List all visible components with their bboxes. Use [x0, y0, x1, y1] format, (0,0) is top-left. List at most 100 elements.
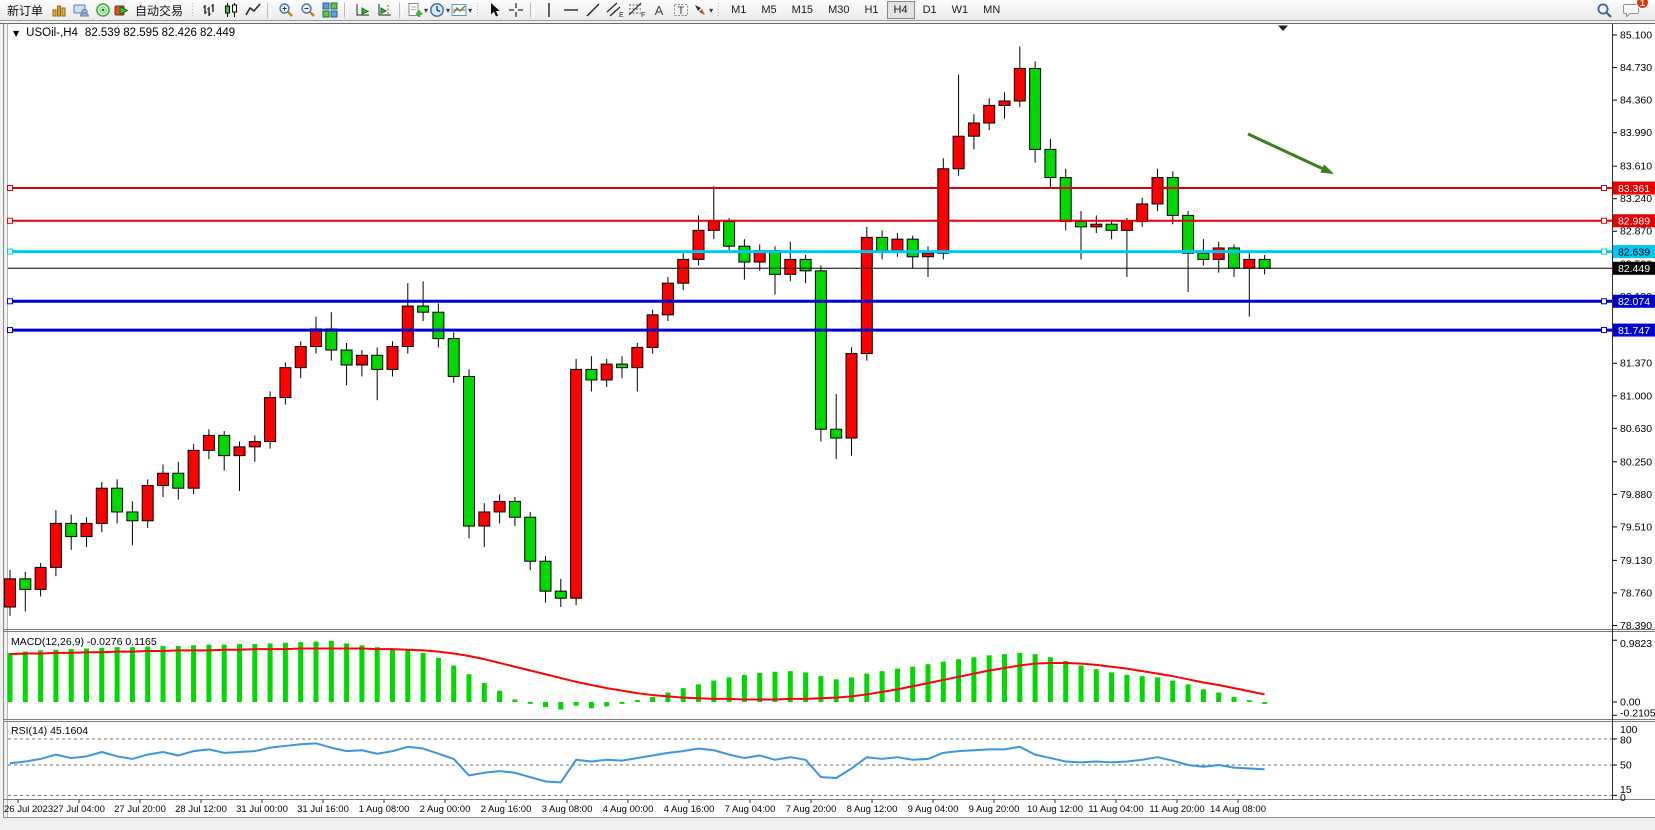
svg-text:80.630: 80.630 — [1620, 423, 1652, 435]
svg-text:82.449: 82.449 — [1618, 263, 1650, 275]
cursor-icon[interactable] — [483, 1, 504, 19]
text-letter: A — [654, 3, 663, 18]
chart-collapse-icon[interactable]: ▼ — [13, 28, 20, 38]
tab-timeframe-m5[interactable]: M5 — [761, 4, 777, 16]
chart-shift-icon[interactable] — [374, 1, 395, 19]
svg-text:81.747: 81.747 — [1618, 325, 1650, 337]
svg-text:14 Aug 08:00: 14 Aug 08:00 — [1210, 804, 1266, 815]
svg-text:3 Aug 08:00: 3 Aug 08:00 — [542, 804, 593, 815]
chart-title: ▼ USOil-,H4 82.539 82.595 82.426 82.449 — [13, 27, 235, 39]
toolbar-separator — [344, 2, 349, 18]
search-icon[interactable] — [1594, 1, 1615, 19]
svg-text:15: 15 — [1620, 784, 1632, 796]
bar-chart-icon[interactable] — [198, 1, 219, 19]
svg-text:4 Aug 16:00: 4 Aug 16:00 — [664, 804, 715, 815]
svg-text:83.240: 83.240 — [1620, 193, 1652, 205]
chart-background — [8, 24, 1655, 818]
svg-text:0: 0 — [1620, 792, 1626, 804]
tab-timeframe-w1[interactable]: W1 — [951, 4, 969, 16]
fibo-letter: F — [641, 12, 645, 18]
chart-shift-marker-icon[interactable] — [1278, 25, 1288, 32]
candlestick-chart-icon[interactable] — [220, 1, 241, 19]
autotrading-button[interactable]: 自动交易 — [114, 1, 187, 19]
label-letter: T — [677, 5, 684, 17]
expert-advisors-icon[interactable] — [70, 1, 91, 19]
svg-text:85.100: 85.100 — [1620, 30, 1652, 42]
rsi-line — [9, 742, 1265, 784]
tab-timeframe-d1[interactable]: D1 — [922, 4, 937, 16]
tab-timeframe-m30[interactable]: M30 — [828, 4, 850, 16]
crosshair-icon[interactable] — [505, 1, 526, 19]
horizontal-line-82.639[interactable] — [7, 248, 1613, 255]
periodicity-button[interactable]: ▾ — [429, 1, 450, 19]
notifications-button[interactable]: 1 — [1621, 0, 1649, 19]
text-tool-icon[interactable]: A — [648, 1, 669, 19]
notification-count-badge: 1 — [1636, 0, 1649, 9]
autotrading-label: 自动交易 — [135, 3, 184, 18]
toolbar-separator — [399, 2, 404, 18]
tile-windows-icon[interactable] — [319, 1, 340, 19]
svg-text:0.00: 0.00 — [1620, 697, 1641, 709]
vline-tool-icon[interactable] — [538, 1, 559, 19]
svg-text:4 Aug 00:00: 4 Aug 00:00 — [603, 804, 654, 815]
templates-button[interactable]: ▾ — [451, 1, 472, 19]
new-order-label: 新订单 — [7, 3, 44, 18]
svg-text:10 Aug 12:00: 10 Aug 12:00 — [1027, 804, 1083, 815]
horizontal-line-82.074[interactable] — [7, 298, 1613, 305]
svg-text:82.639: 82.639 — [1618, 246, 1650, 258]
svg-text:50: 50 — [1620, 760, 1632, 772]
svg-text:2 Aug 16:00: 2 Aug 16:00 — [481, 804, 532, 815]
svg-text:7 Aug 20:00: 7 Aug 20:00 — [786, 804, 837, 815]
horizontal-line-81.747[interactable] — [7, 327, 1613, 334]
new-chart-icon — [408, 3, 423, 17]
svg-text:26 Jul 2023: 26 Jul 2023 — [4, 804, 53, 815]
line-chart-icon[interactable] — [242, 1, 263, 19]
arrow-annotation[interactable] — [1247, 132, 1334, 174]
auto-scroll-icon[interactable] — [352, 1, 373, 19]
toolbar-right-group: 1 — [1594, 0, 1652, 19]
tab-timeframe-h4[interactable]: H4 — [886, 1, 915, 19]
price-axis-badges: 83.361 82.989 82.639 82.074 81.747 82.449 — [1613, 181, 1655, 337]
tab-timeframe-h1[interactable]: H1 — [864, 4, 879, 16]
new-chart-button[interactable]: ▾ — [407, 1, 428, 19]
horizontal-line-83.361[interactable] — [7, 185, 1613, 192]
horizontal-line-82.989[interactable] — [7, 217, 1613, 224]
svg-text:84.360: 84.360 — [1620, 95, 1652, 107]
signals-icon[interactable] — [92, 1, 113, 19]
svg-text:82.074: 82.074 — [1618, 296, 1650, 308]
tab-timeframe-m15[interactable]: M15 — [791, 4, 814, 16]
svg-text:11 Aug 20:00: 11 Aug 20:00 — [1149, 804, 1204, 815]
tab-timeframe-mn[interactable]: MN — [983, 4, 1001, 16]
time-axis: 26 Jul 2023 27 Jul 04:00 27 Jul 20:00 28 Ju… — [4, 799, 1266, 815]
rsi-indicator-label: RSI(14) 45.1604 — [11, 725, 89, 737]
zoom-out-icon[interactable] — [297, 1, 318, 19]
toolbar-separator — [530, 2, 535, 18]
channel-tool-icon[interactable]: E — [604, 1, 625, 19]
trendline-tool-icon[interactable] — [582, 1, 603, 19]
svg-text:9 Aug 20:00: 9 Aug 20:00 — [969, 804, 1020, 815]
dropdown-arrow-icon: ▾ — [446, 5, 451, 15]
svg-text:83.361: 83.361 — [1618, 183, 1650, 195]
candles — [4, 46, 1271, 616]
svg-text:83.610: 83.610 — [1620, 161, 1652, 173]
charts-icon[interactable] — [48, 1, 69, 19]
svg-text:81.000: 81.000 — [1620, 390, 1652, 402]
channel-letter: E — [619, 12, 624, 18]
svg-text:100: 100 — [1620, 724, 1638, 736]
zoom-in-icon[interactable] — [275, 1, 296, 19]
arrows-tool-icon — [695, 5, 706, 15]
svg-text:11 Aug 04:00: 11 Aug 04:00 — [1088, 804, 1143, 815]
svg-text:-0.2105: -0.2105 — [1620, 708, 1655, 720]
svg-text:79.510: 79.510 — [1620, 521, 1652, 533]
new-order-button[interactable]: 新订单 — [3, 1, 47, 19]
fibonacci-tool-icon[interactable]: F — [626, 1, 647, 19]
tab-timeframe-m1[interactable]: M1 — [731, 4, 747, 16]
hline-tool-icon[interactable] — [560, 1, 581, 19]
horizontal-lines — [7, 185, 1613, 334]
label-tool-icon[interactable]: T — [670, 1, 691, 19]
arrows-tool-button[interactable]: ▾ — [692, 1, 713, 19]
chart-ohlc-values: 82.539 82.595 82.426 82.449 — [84, 27, 236, 39]
macd-signal-line — [9, 647, 1265, 701]
